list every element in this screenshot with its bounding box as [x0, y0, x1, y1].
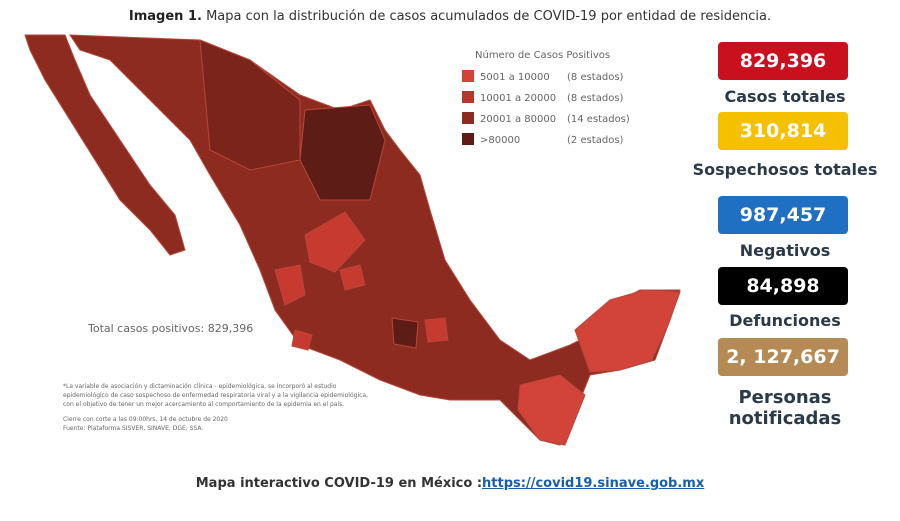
footer-link[interactable]: https://covid19.sinave.gob.mx [482, 476, 705, 491]
footnote-line: *La variable de asociación y dictaminaci… [63, 383, 337, 390]
state [424, 317, 449, 343]
legend: 5001 a 10000 (8 estados) 10001 a 20000 (8 e… [462, 70, 630, 146]
state [274, 264, 306, 306]
title-label: Imagen 1. [128, 9, 202, 24]
legend-range: 5001 a 10000 [480, 72, 550, 83]
state [199, 39, 301, 171]
footnote: *La variable de asociación y dictaminaci… [63, 383, 368, 432]
legend-range: >80000 [480, 135, 520, 146]
stat-box: 829,396 [718, 42, 848, 80]
legend-swatch [462, 70, 474, 82]
legend-count: (8 estados) [567, 93, 624, 104]
title-text: Mapa con la distribución de casos acumul… [206, 9, 772, 24]
stat-box: 84,898 [718, 267, 848, 305]
state [291, 329, 313, 351]
map-states [199, 39, 681, 446]
state [517, 374, 586, 446]
legend-swatch [462, 133, 474, 145]
map-baja [24, 34, 186, 256]
stat-label: Negativos [739, 241, 831, 260]
stat-label: Casos totales [724, 87, 846, 106]
footnote-line: epidemiológico de caso sospechoso de enf… [63, 392, 368, 399]
footer: Mapa interactivo COVID-19 en México :htt… [0, 476, 900, 491]
title: Imagen 1. Mapa con la distribución de ca… [0, 9, 900, 24]
state [391, 317, 419, 349]
legend-range: 10001 a 20000 [480, 93, 556, 104]
legend-title: Número de Casos Positivos [475, 49, 610, 61]
legend-range: 20001 a 80000 [480, 114, 556, 125]
legend-count: (14 estados) [567, 114, 630, 125]
stat-label: Defunciones [729, 311, 841, 330]
state [299, 104, 386, 201]
stat-box: 987,457 [718, 196, 848, 234]
legend-count: (8 estados) [567, 72, 624, 83]
footnote-line: Cierre con corte a las 09:00hrs, 14 de o… [63, 416, 228, 423]
stat-label: Personas notificadas [728, 387, 842, 429]
footnote-line: Fuente: Plataforma SISVER, SINAVE, DGE, … [63, 425, 203, 432]
map-total: Total casos positivos: 829,396 [87, 322, 253, 335]
footnote-line: con el objetivo de tener un mejor acerca… [63, 401, 344, 408]
legend-swatch [462, 112, 474, 124]
stat-label: Sospechosos totales [692, 160, 878, 179]
legend-count: (2 estados) [567, 135, 624, 146]
stat-box: 2, 127,667 [718, 338, 848, 376]
state [304, 211, 366, 273]
state [339, 264, 366, 291]
stat-box: 310,814 [718, 112, 848, 150]
legend-swatch [462, 91, 474, 103]
state [574, 289, 681, 373]
footer-text: Mapa interactivo COVID-19 en México : [195, 476, 483, 491]
